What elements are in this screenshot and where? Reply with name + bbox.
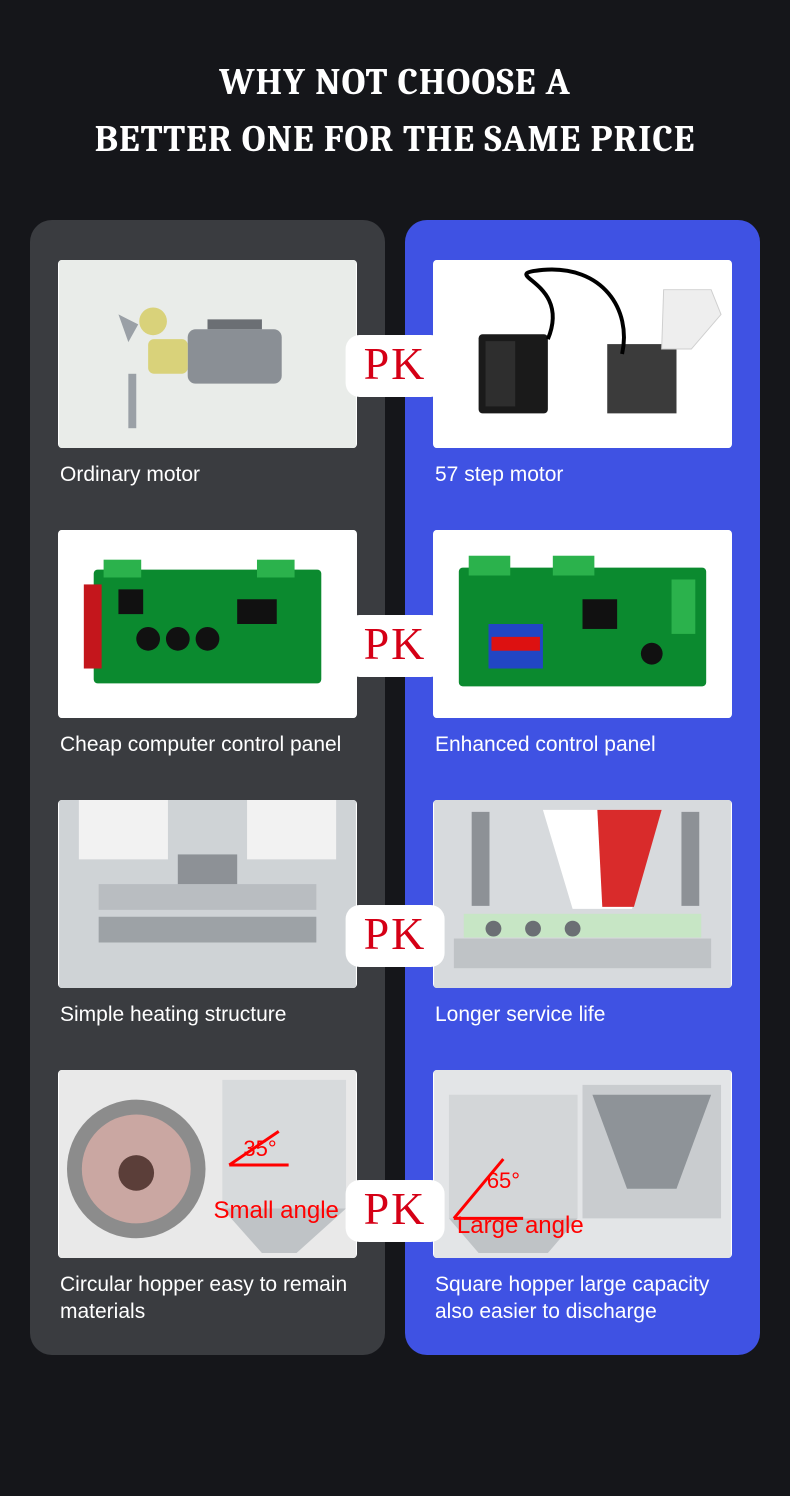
circular-hopper-image: 35° Small angle — [58, 1070, 357, 1258]
right-item-2: Enhanced control panel — [433, 530, 732, 758]
circular-hopper-caption: Circular hopper easy to remain materials — [58, 1272, 357, 1325]
ordinary-column: Ordinary motor — [30, 220, 385, 1355]
ordinary-motor-image — [58, 260, 357, 448]
right-item-3: Longer service life — [433, 800, 732, 1028]
enhanced-panel-image — [433, 530, 732, 718]
cheap-panel-caption: Cheap computer control panel — [58, 732, 357, 758]
step-motor-caption: 57 step motor — [433, 462, 732, 488]
right-angle-value: 65° — [487, 1168, 520, 1194]
pk-badge-1: PK — [346, 335, 445, 397]
left-item-3: Simple heating structure — [58, 800, 357, 1028]
headline-line-1: WHY NOT CHOOSE A — [30, 55, 760, 112]
simple-heating-image — [58, 800, 357, 988]
enhanced-panel-caption: Enhanced control panel — [433, 732, 732, 758]
better-column: 57 step motor Enhanc — [405, 220, 760, 1355]
left-item-1: Ordinary motor — [58, 260, 357, 488]
headline-line-2: BETTER ONE FOR THE SAME PRICE — [30, 112, 760, 169]
longer-life-caption: Longer service life — [433, 1002, 732, 1028]
pk-badge-3: PK — [346, 905, 445, 967]
comparison-columns: PK PK PK PK Ordinary motor — [30, 220, 760, 1355]
left-angle-label: Small angle — [213, 1197, 338, 1225]
cheap-panel-image — [58, 530, 357, 718]
square-hopper-image: 65° Large angle — [433, 1070, 732, 1258]
pk-badge-4: PK — [346, 1180, 445, 1242]
square-hopper-caption: Square hopper large capacity also easier… — [433, 1272, 732, 1325]
right-angle-label: Large angle — [457, 1212, 584, 1240]
pk-badge-2: PK — [346, 615, 445, 677]
step-motor-image — [433, 260, 732, 448]
left-angle-value: 35° — [243, 1136, 276, 1162]
right-item-1: 57 step motor — [433, 260, 732, 488]
right-item-4: 65° Large angle Square hopper large capa… — [433, 1070, 732, 1325]
headline: WHY NOT CHOOSE A BETTER ONE FOR THE SAME… — [30, 55, 760, 170]
left-item-2: Cheap computer control panel — [58, 530, 357, 758]
comparison-infographic: WHY NOT CHOOSE A BETTER ONE FOR THE SAME… — [0, 0, 790, 1395]
longer-life-image — [433, 800, 732, 988]
left-item-4: 35° Small angle Circular hopper easy to … — [58, 1070, 357, 1325]
simple-heating-caption: Simple heating structure — [58, 1002, 357, 1028]
ordinary-motor-caption: Ordinary motor — [58, 462, 357, 488]
